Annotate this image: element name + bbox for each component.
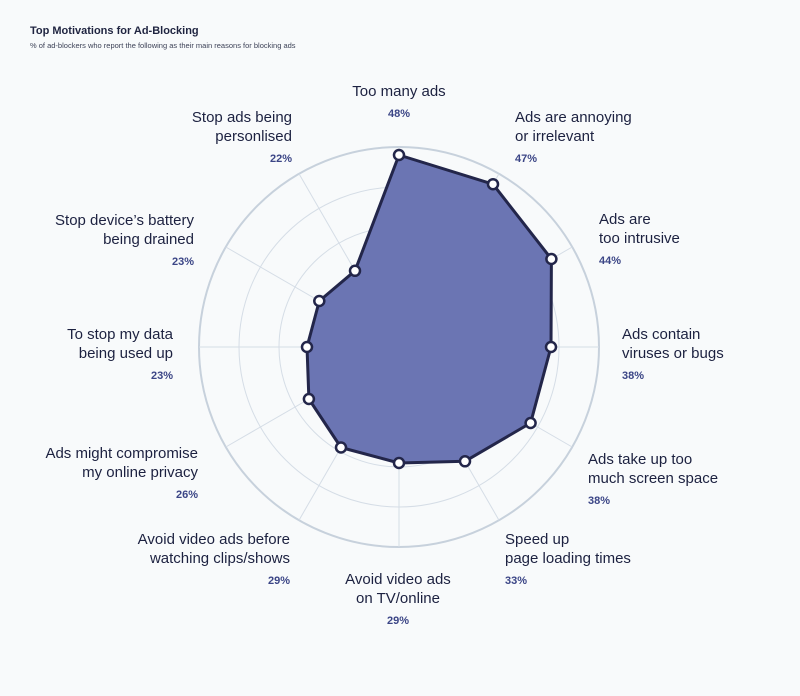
data-point [392, 456, 406, 470]
chart-title: Top Motivations for Ad-Blocking [30, 25, 199, 37]
data-point [392, 148, 406, 162]
data-point [545, 252, 558, 266]
label-too-many-ads: Too many ads 48% [319, 82, 479, 124]
label-viruses-bugs: Ads contain viruses or bugs 38% [622, 325, 724, 386]
data-point [348, 264, 362, 278]
category-label: Ads take up too much screen space [588, 451, 719, 487]
value-label: 38% [588, 495, 611, 507]
label-battery-drained: Stop device’s battery being drained 23% [55, 211, 194, 272]
label-video-clips: Avoid video ads before watching clips/sh… [138, 530, 290, 591]
category-label: Ads are too intrusive [599, 211, 680, 247]
value-label: 22% [269, 153, 292, 165]
data-point [544, 340, 558, 354]
value-label: 47% [515, 153, 538, 165]
data-point [313, 294, 326, 308]
label-online-privacy: Ads might compromise my online privacy 2… [45, 444, 198, 505]
radar-area [305, 153, 553, 465]
label-too-intrusive: Ads are too intrusive 44% [599, 210, 680, 271]
category-label: Stop ads being personlised [191, 109, 292, 145]
value-label: 29% [267, 575, 290, 587]
label-video-tv: Avoid video ads on TV/online 29% [318, 570, 478, 631]
category-label: To stop my data being used up [67, 326, 173, 362]
label-page-loading: Speed up page loading times 33% [505, 530, 631, 591]
value-label: 23% [171, 256, 194, 268]
value-label: 23% [150, 370, 173, 382]
chart-subtitle: % of ad-blockers who report the followin… [30, 41, 296, 50]
label-screen-space: Ads take up too much screen space 38% [588, 450, 718, 511]
data-point [486, 177, 500, 191]
label-annoying-irrelevant: Ads are annoying or irrelevant 47% [515, 108, 632, 169]
data-point [524, 416, 537, 430]
category-label: Speed up page loading times [505, 531, 631, 567]
category-label: Ads contain viruses or bugs [622, 326, 724, 362]
radar-points [300, 148, 558, 470]
value-label: 29% [386, 615, 410, 627]
data-point [300, 340, 314, 354]
label-personlised: Stop ads being personlised 22% [192, 108, 292, 169]
data-point [302, 392, 316, 406]
category-label: Ads are annoying or irrelevant [515, 109, 632, 145]
category-label: Avoid video ads before watching clips/sh… [137, 531, 290, 567]
radar-area-group [305, 153, 553, 465]
data-point [334, 441, 348, 454]
value-label: 38% [622, 370, 645, 382]
value-label: 44% [599, 255, 622, 267]
category-label: Stop device’s battery being drained [55, 212, 194, 248]
label-data-used-up: To stop my data being used up 23% [67, 325, 173, 386]
value-label: 26% [175, 489, 198, 501]
chart-header: Top Motivations for Ad-Blocking % of ad-… [30, 24, 450, 51]
data-point [458, 455, 472, 468]
category-label: Ads might compromise my online privacy [45, 445, 198, 481]
category-label: Avoid video ads on TV/online [345, 571, 451, 607]
value-label: 33% [505, 575, 528, 587]
value-label: 48% [387, 108, 411, 120]
category-label: Too many ads [352, 83, 446, 100]
